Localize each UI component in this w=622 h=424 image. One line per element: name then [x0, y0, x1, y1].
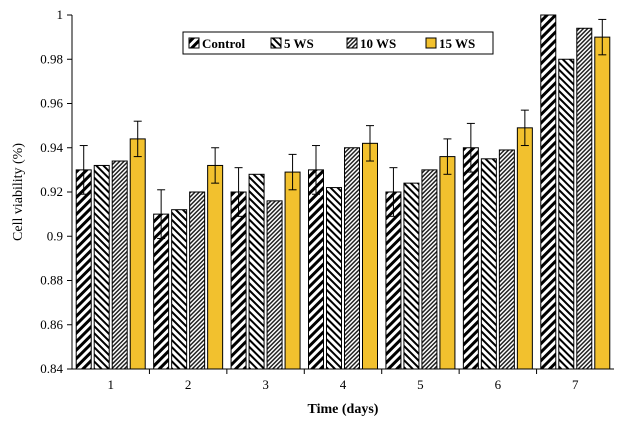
y-tick-label: 0.92: [40, 184, 63, 199]
x-tick-label: 7: [572, 377, 579, 392]
bar-control-day-5: [385, 191, 402, 370]
legend-swatch-control: [188, 37, 200, 49]
bar-control-day-7: [540, 14, 557, 370]
x-tick-label: 3: [262, 377, 269, 392]
x-tick-label: 4: [340, 377, 347, 392]
x-axis-title: Time (days): [308, 402, 379, 417]
bar-5-ws-day-6: [480, 158, 497, 370]
bar-15-ws-day-5: [439, 156, 456, 370]
bar-15-ws-day-6: [516, 127, 533, 370]
y-tick-label: 0.96: [40, 96, 63, 111]
bar-5-ws-day-3: [248, 173, 265, 370]
bar-control-day-6: [462, 147, 479, 370]
bar-5-ws-day-4: [326, 187, 342, 370]
x-tick-label: 2: [185, 377, 192, 392]
bar-15-ws-day-1: [129, 138, 146, 370]
y-tick-label: 0.98: [40, 51, 63, 66]
legend-label: Control: [202, 36, 245, 51]
bar-15-ws-day-7: [594, 36, 611, 370]
bar-10-ws-day-6: [498, 149, 515, 370]
y-tick-label: 0.86: [40, 317, 63, 332]
bar-5-ws-day-7: [558, 58, 575, 370]
bar-5-ws-day-1: [93, 164, 110, 370]
y-tick-label: 1: [57, 7, 64, 22]
bar-control-day-1: [75, 169, 92, 370]
bar-5-ws-day-5: [403, 182, 420, 370]
legend-swatch-15-ws: [425, 37, 437, 49]
bar-10-ws-day-5: [421, 169, 438, 370]
legend-swatch-5-ws: [270, 37, 282, 49]
x-tick-label: 5: [417, 377, 424, 392]
bar-10-ws-day-7: [576, 27, 593, 370]
bar-10-ws-day-4: [344, 147, 360, 370]
legend-box: [182, 31, 494, 55]
legend-label: 10 WS: [360, 36, 396, 51]
legend-label: 15 WS: [439, 36, 475, 51]
y-axis-title: Cell viability (%): [11, 143, 26, 241]
x-tick-label: 6: [495, 377, 502, 392]
x-tick-label: 1: [107, 377, 114, 392]
bar-15-ws-day-3: [284, 171, 301, 370]
y-tick-label: 0.84: [40, 361, 63, 376]
y-tick-label: 0.9: [47, 228, 63, 243]
bar-5-ws-day-2: [171, 209, 188, 370]
legend-label: 5 WS: [284, 36, 314, 51]
bar-10-ws-day-2: [189, 191, 206, 370]
bar-control-day-3: [230, 191, 247, 370]
bar-15-ws-day-4: [362, 142, 378, 370]
legend-swatch-10-ws: [346, 37, 358, 49]
y-tick-label: 0.94: [40, 140, 63, 155]
bar-10-ws-day-1: [111, 160, 128, 370]
bar-15-ws-day-2: [207, 164, 224, 370]
bar-10-ws-day-3: [266, 200, 283, 370]
bar-control-day-4: [308, 169, 324, 370]
y-tick-label: 0.88: [40, 273, 63, 288]
